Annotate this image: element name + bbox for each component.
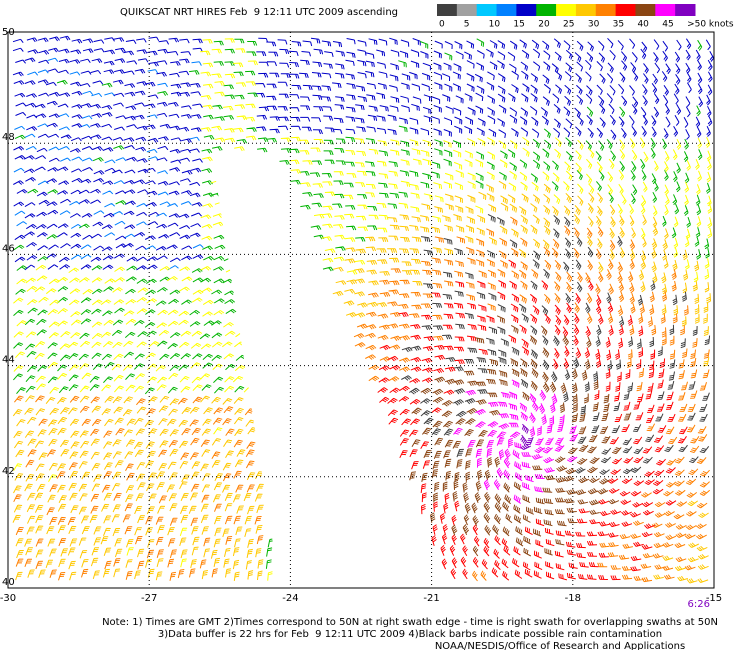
legend-swatch	[615, 4, 636, 16]
legend-label: 45	[662, 20, 673, 30]
wind-barb-group	[13, 38, 713, 581]
legend-label: 35	[613, 20, 624, 30]
lon-label: -27	[141, 593, 157, 604]
legend-swatch	[595, 4, 617, 16]
wind-barb-group	[453, 379, 579, 504]
wind-barb-group	[520, 423, 534, 451]
legend-swatch	[516, 4, 537, 16]
lon-label: -18	[565, 593, 581, 604]
lat-label: 40	[2, 577, 15, 588]
wind-barb-group	[12, 180, 711, 584]
map-frame	[7, 31, 715, 589]
legend-swatch	[456, 4, 478, 16]
lat-label: 50	[2, 27, 15, 38]
legend-swatch	[437, 4, 458, 16]
legend-label: 25	[563, 20, 574, 30]
wind-barb-group	[13, 57, 204, 270]
map-title: QUIKSCAT NRT HIRES Feb 9 12:11 UTC 2009 …	[120, 7, 398, 18]
legend-swatch	[496, 4, 517, 16]
legend-swatch	[675, 4, 696, 16]
lat-label: 44	[2, 355, 15, 366]
legend-label: 15	[513, 20, 524, 30]
lon-label: -21	[423, 593, 439, 604]
swath-time: 6:26	[688, 599, 710, 610]
lon-label: -24	[282, 593, 298, 604]
wind-barbs	[12, 35, 715, 584]
wind-barb-group	[12, 35, 715, 271]
legend-label: 40	[637, 20, 649, 30]
lat-label: 48	[2, 132, 15, 143]
lat-label: 42	[2, 466, 15, 477]
lat-label: 46	[2, 243, 15, 254]
wind-barb-group	[401, 213, 711, 475]
wind-barb-group	[13, 38, 711, 569]
legend-label: 30	[588, 20, 600, 30]
legend-swatch	[556, 4, 577, 16]
lon-label: -15	[706, 593, 722, 604]
legend-label: 10	[489, 20, 501, 30]
note-line: Note: 1) Times are GMT 2)Times correspon…	[102, 617, 718, 628]
legend-label: 5	[464, 20, 470, 30]
legend-swatch	[635, 4, 656, 16]
note-line: NOAA/NESDIS/Office of Research and Appli…	[435, 641, 685, 650]
legend-label: 0	[439, 20, 445, 30]
wind-barb-group	[377, 259, 688, 581]
legend-swatch	[536, 4, 557, 16]
note-line: 3)Data buffer is 22 hrs for Feb 9 12:11 …	[158, 629, 662, 640]
legend-swatch	[476, 4, 498, 16]
legend-swatch	[575, 4, 597, 16]
wind-barb-group	[13, 216, 711, 583]
legend-label: >50 knots	[687, 20, 734, 30]
lon-label: -30	[0, 593, 16, 604]
legend-label: 20	[538, 20, 550, 30]
swath-gap	[212, 155, 446, 588]
wind-barb-group	[409, 315, 632, 557]
legend-swatch	[655, 4, 676, 16]
